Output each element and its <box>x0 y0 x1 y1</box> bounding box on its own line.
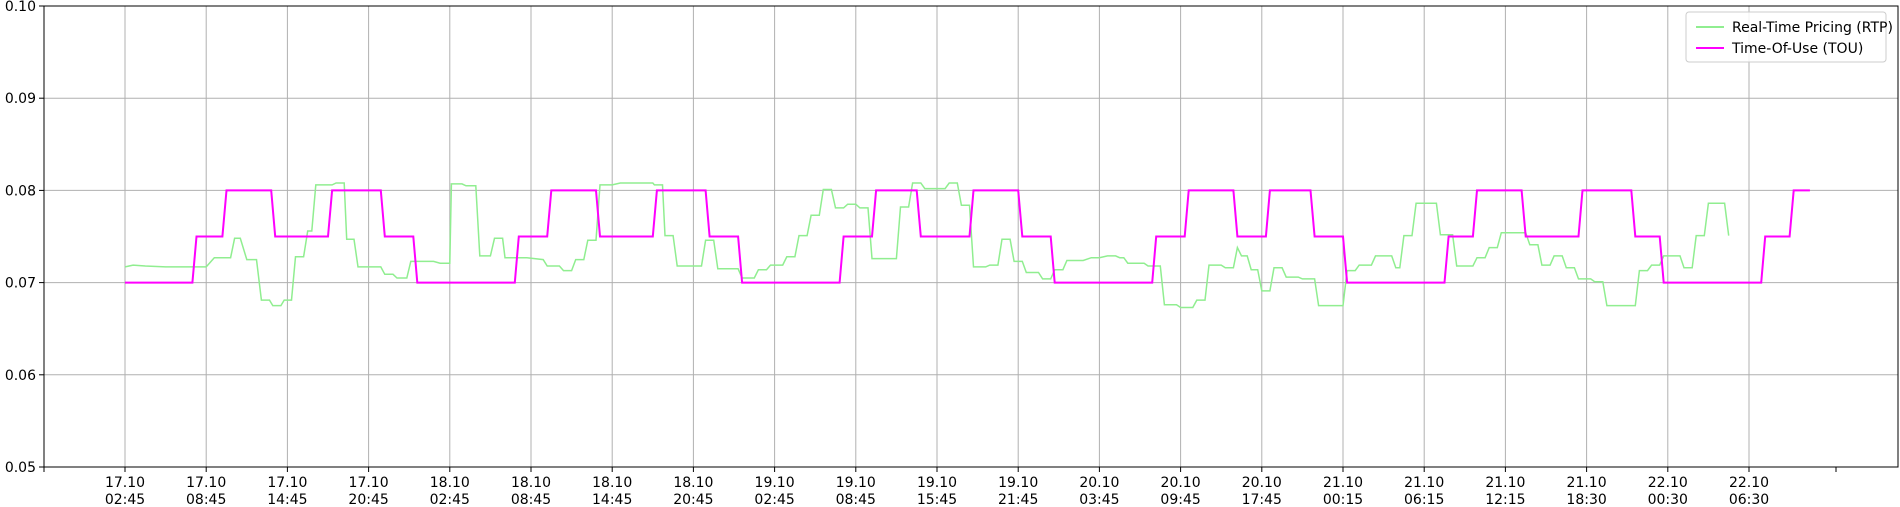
x-tick-time: 02:45 <box>105 492 145 507</box>
x-tick-time: 17:45 <box>1242 492 1282 507</box>
series-layer <box>124 182 1810 309</box>
x-tick-date: 21.10 <box>1567 475 1607 491</box>
legend: Real-Time Pricing (RTP) Time-Of-Use (TOU) <box>1685 11 1893 63</box>
plot-frame <box>43 5 1899 468</box>
x-tick-label: 19.10 08:45 <box>836 475 876 507</box>
y-tick-label: 0.07 <box>5 276 36 292</box>
x-tick-date: 20.10 <box>1161 475 1201 491</box>
x-tick-date: 18.10 <box>511 475 551 491</box>
x-tick-date: 18.10 <box>430 475 470 491</box>
x-tick-time: 06:15 <box>1404 492 1444 507</box>
x-tick-date: 19.10 <box>917 475 957 491</box>
x-tick-date: 19.10 <box>998 475 1038 491</box>
x-tick-date: 21.10 <box>1404 475 1444 491</box>
x-tick-date: 22.10 <box>1729 475 1769 491</box>
x-tick-label: 20.10 09:45 <box>1160 475 1200 507</box>
x-tick-label: 21.10 12:15 <box>1485 475 1525 507</box>
y-tick-label: 0.10 <box>5 0 36 15</box>
x-tick-time: 00:30 <box>1648 492 1688 507</box>
x-tick-label: 21.10 18:30 <box>1566 475 1606 507</box>
x-tick-label: 18.10 20:45 <box>673 475 713 507</box>
x-tick-label: 21.10 06:15 <box>1404 475 1444 507</box>
x-tick-label: 20.10 03:45 <box>1079 475 1119 507</box>
x-tick-label: 17.10 14:45 <box>267 475 307 507</box>
x-tick-date: 19.10 <box>836 475 876 491</box>
x-tick-date: 18.10 <box>592 475 632 491</box>
x-tick-time: 12:15 <box>1485 492 1525 507</box>
tou-series-line <box>125 189 1810 284</box>
x-tick-time: 03:45 <box>1079 492 1119 507</box>
x-tick-label: 19.10 21:45 <box>998 475 1038 507</box>
x-tick-label: 18.10 14:45 <box>592 475 632 507</box>
legend-label: Time-Of-Use (TOU) <box>1731 41 1863 57</box>
x-tick-date: 21.10 <box>1485 475 1525 491</box>
x-tick-time: 21:45 <box>998 492 1038 507</box>
x-tick-time: 14:45 <box>267 492 307 507</box>
x-tick-label: 17.10 08:45 <box>186 475 226 507</box>
x-tick-label: 22.10 00:30 <box>1648 475 1688 507</box>
x-tick-date: 18.10 <box>673 475 713 491</box>
x-tick-time: 15:45 <box>917 492 957 507</box>
y-tick-label: 0.05 <box>5 460 36 476</box>
x-tick-time: 20:45 <box>348 492 388 507</box>
x-tick-label: 18.10 02:45 <box>430 475 470 507</box>
x-tick-time: 08:45 <box>186 492 226 507</box>
y-tick-label: 0.06 <box>5 368 36 384</box>
y-tick-label: 0.09 <box>5 91 36 107</box>
x-tick-time: 00:15 <box>1323 492 1363 507</box>
x-tick-time: 06:30 <box>1729 492 1769 507</box>
x-tick-label: 19.10 02:45 <box>754 475 794 507</box>
x-tick-time: 14:45 <box>592 492 632 507</box>
x-tick-time: 08:45 <box>511 492 551 507</box>
x-tick-label: 18.10 08:45 <box>511 475 551 507</box>
x-tick-label: 20.10 17:45 <box>1242 475 1282 507</box>
x-tick-date: 17.10 <box>267 475 307 491</box>
x-tick-label: 19.10 15:45 <box>917 475 957 507</box>
x-tick-time: 02:45 <box>430 492 470 507</box>
x-tick-date: 20.10 <box>1242 475 1282 491</box>
x-tick-date: 17.10 <box>349 475 389 491</box>
legend-label: Real-Time Pricing (RTP) <box>1732 20 1893 36</box>
x-tick-date: 17.10 <box>105 475 145 491</box>
x-tick-label: 22.10 06:30 <box>1729 475 1769 507</box>
x-tick-label: 21.10 00:15 <box>1323 475 1363 507</box>
y-tick-label: 0.08 <box>5 183 36 199</box>
x-tick-date: 19.10 <box>755 475 795 491</box>
x-tick-date: 17.10 <box>186 475 226 491</box>
x-tick-time: 02:45 <box>754 492 794 507</box>
legend-box <box>1685 11 1887 63</box>
rtp-series-line <box>124 182 1730 309</box>
x-tick-label: 17.10 02:45 <box>105 475 145 507</box>
x-tick-time: 08:45 <box>836 492 876 507</box>
x-tick-time: 18:30 <box>1566 492 1606 507</box>
x-tick-time: 09:45 <box>1160 492 1200 507</box>
x-tick-time: 20:45 <box>673 492 713 507</box>
x-tick-date: 22.10 <box>1648 475 1688 491</box>
x-tick-label: 17.10 20:45 <box>348 475 388 507</box>
x-tick-date: 20.10 <box>1079 475 1119 491</box>
x-tick-date: 21.10 <box>1323 475 1363 491</box>
